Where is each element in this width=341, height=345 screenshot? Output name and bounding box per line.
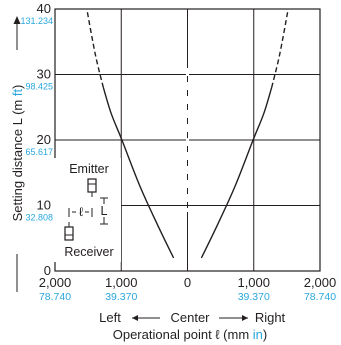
x-tick-label: 1,000 bbox=[237, 275, 270, 290]
x-tick-label-inch: 78.740 bbox=[304, 291, 336, 303]
x-label-left: Left bbox=[99, 310, 121, 325]
x-label-right: Right bbox=[255, 310, 286, 325]
x-label-center: Center bbox=[170, 310, 210, 325]
x-axis-label: Left Center Right Operational point ℓ (m… bbox=[99, 310, 285, 342]
x-label-main: Operational point ℓ (mm bbox=[113, 327, 253, 342]
receiver-label: Receiver bbox=[64, 245, 113, 259]
plot-frame bbox=[54, 8, 321, 272]
distance-L-dimension: L bbox=[100, 197, 108, 225]
y-tick-label-feet: 32.808 bbox=[25, 213, 53, 223]
y-tick-label-feet: 65.617 bbox=[25, 147, 53, 157]
inset-diagram: Emitter L ℓ Receiver bbox=[54, 158, 121, 262]
y-tick-label: 10 bbox=[37, 198, 51, 213]
right-curve-dashed bbox=[270, 8, 289, 88]
dimension-L-label: L bbox=[101, 204, 108, 218]
x-label-unit: in bbox=[253, 327, 263, 342]
y-tick-label-feet: 131.234 bbox=[20, 16, 53, 26]
emitter-icon bbox=[87, 178, 97, 197]
y-label-unit: ft bbox=[10, 89, 25, 97]
x-label-title: Operational point ℓ (mm in) bbox=[113, 327, 268, 342]
y-axis-label: Setting distance L (m ft) bbox=[10, 16, 25, 292]
x-tick-label-inch: 78.740 bbox=[39, 291, 71, 303]
curves bbox=[86, 8, 289, 259]
receiver-icon bbox=[64, 222, 74, 241]
right-curve-solid bbox=[200, 87, 273, 259]
x-tick-label: 2,000 bbox=[304, 275, 337, 290]
left-curve-dashed bbox=[86, 8, 105, 88]
y-tick-label: 0 bbox=[44, 263, 51, 278]
x-tick-label: 2,000 bbox=[39, 275, 72, 290]
emitter-label: Emitter bbox=[69, 162, 109, 176]
offset-ell-dimension: ℓ bbox=[68, 205, 93, 219]
y-tick-label: 30 bbox=[37, 67, 51, 82]
y-tick-label: 20 bbox=[37, 132, 51, 147]
x-tick-label: 0 bbox=[184, 275, 191, 290]
up-arrow-icon bbox=[13, 16, 21, 50]
y-tick-label: 40 bbox=[37, 1, 51, 16]
left-curve-solid bbox=[102, 87, 175, 259]
x-label-end: ) bbox=[263, 327, 267, 342]
y-label-main: Setting distance L (m bbox=[10, 96, 25, 221]
right-arrow-icon bbox=[219, 315, 248, 321]
left-arrow-icon bbox=[132, 315, 160, 321]
y-label-end: ) bbox=[10, 85, 25, 89]
y-tick-label-feet: 98.425 bbox=[25, 82, 53, 92]
x-tick-label-inch: 39.370 bbox=[105, 291, 137, 303]
inset-background bbox=[54, 158, 121, 262]
y-label-title: Setting distance L (m ft) bbox=[10, 85, 25, 222]
dimension-ell-label: ℓ bbox=[79, 205, 83, 219]
x-tick-label: 1,000 bbox=[105, 275, 138, 290]
x-tick-label-inch: 39.370 bbox=[238, 291, 270, 303]
